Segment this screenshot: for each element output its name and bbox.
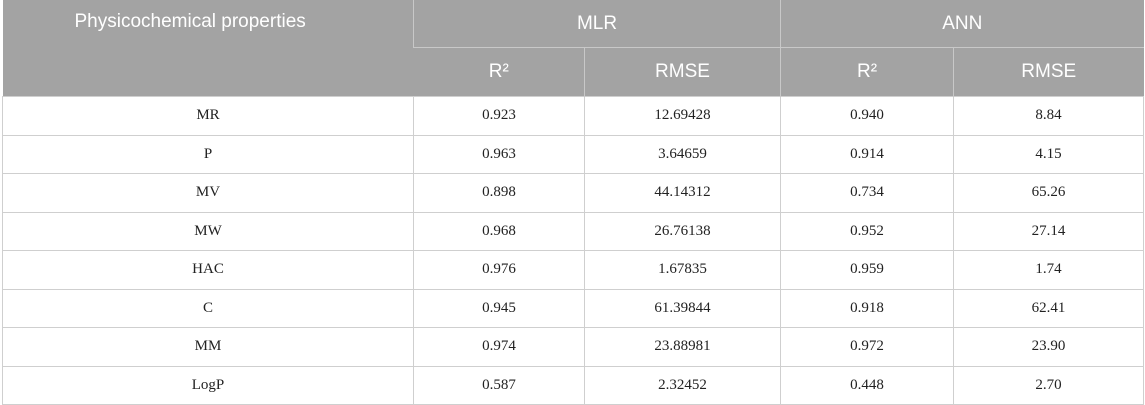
header-mlr-rmse: RMSE	[584, 47, 781, 97]
ann-r2-cell: 0.448	[780, 365, 954, 405]
table-row: MR 0.923 12.69428 0.940 8.84	[2, 96, 1144, 136]
mlr-r2-cell: 0.587	[413, 365, 585, 405]
table-row: MV 0.898 44.14312 0.734 65.26	[2, 173, 1144, 213]
mlr-rmse-cell: 44.14312	[584, 173, 781, 213]
mlr-rmse-cell: 3.64659	[584, 134, 781, 174]
ann-rmse-cell: 8.84	[953, 96, 1144, 136]
mlr-rmse-cell: 2.32452	[584, 365, 781, 405]
mlr-r2-cell: 0.898	[413, 173, 585, 213]
property-cell: C	[2, 288, 414, 328]
ann-r2-cell: 0.959	[780, 250, 954, 290]
mlr-rmse-cell: 12.69428	[584, 96, 781, 136]
ann-rmse-cell: 23.90	[953, 327, 1144, 367]
ann-r2-cell: 0.940	[780, 96, 954, 136]
header-group-mlr: MLR	[413, 0, 781, 48]
table-row: C 0.945 61.39844 0.918 62.41	[2, 288, 1144, 328]
ann-r2-cell: 0.914	[780, 134, 954, 174]
header-ann-r2: R²	[780, 47, 954, 97]
mlr-r2-cell: 0.976	[413, 250, 585, 290]
ann-r2-cell: 0.952	[780, 211, 954, 251]
property-cell: LogP	[2, 365, 414, 405]
mlr-r2-cell: 0.945	[413, 288, 585, 328]
table-body: MR 0.923 12.69428 0.940 8.84 P 0.963 3.6…	[2, 96, 1144, 405]
ann-r2-cell: 0.734	[780, 173, 954, 213]
mlr-r2-cell: 0.968	[413, 211, 585, 251]
table-row: MM 0.974 23.88981 0.972 23.90	[2, 327, 1144, 367]
ann-rmse-cell: 27.14	[953, 211, 1144, 251]
table-header: Physicochemical properties MLR ANN R² RM…	[2, 0, 1144, 97]
ann-r2-cell: 0.972	[780, 327, 954, 367]
ann-rmse-cell: 62.41	[953, 288, 1144, 328]
table-row: LogP 0.587 2.32452 0.448 2.70	[2, 365, 1144, 405]
mlr-rmse-cell: 61.39844	[584, 288, 781, 328]
property-cell: HAC	[2, 250, 414, 290]
header-group-ann: ANN	[780, 0, 1144, 48]
mlr-r2-cell: 0.963	[413, 134, 585, 174]
property-cell: MV	[2, 173, 414, 213]
table-row: HAC 0.976 1.67835 0.959 1.74	[2, 250, 1144, 290]
mlr-r2-cell: 0.923	[413, 96, 585, 136]
mlr-rmse-cell: 1.67835	[584, 250, 781, 290]
header-ann-rmse: RMSE	[953, 47, 1144, 97]
header-physicochemical-properties: Physicochemical properties	[2, 0, 414, 97]
ann-r2-cell: 0.918	[780, 288, 954, 328]
ann-rmse-cell: 65.26	[953, 173, 1144, 213]
property-cell: P	[2, 134, 414, 174]
table-row: P 0.963 3.64659 0.914 4.15	[2, 134, 1144, 174]
mlr-rmse-cell: 23.88981	[584, 327, 781, 367]
mlr-r2-cell: 0.974	[413, 327, 585, 367]
header-mlr-r2: R²	[413, 47, 585, 97]
mlr-rmse-cell: 26.76138	[584, 211, 781, 251]
property-cell: MM	[2, 327, 414, 367]
table-row: MW 0.968 26.76138 0.952 27.14	[2, 211, 1144, 251]
ann-rmse-cell: 4.15	[953, 134, 1144, 174]
property-cell: MR	[2, 96, 414, 136]
ann-rmse-cell: 2.70	[953, 365, 1144, 405]
property-cell: MW	[2, 211, 414, 251]
ann-rmse-cell: 1.74	[953, 250, 1144, 290]
